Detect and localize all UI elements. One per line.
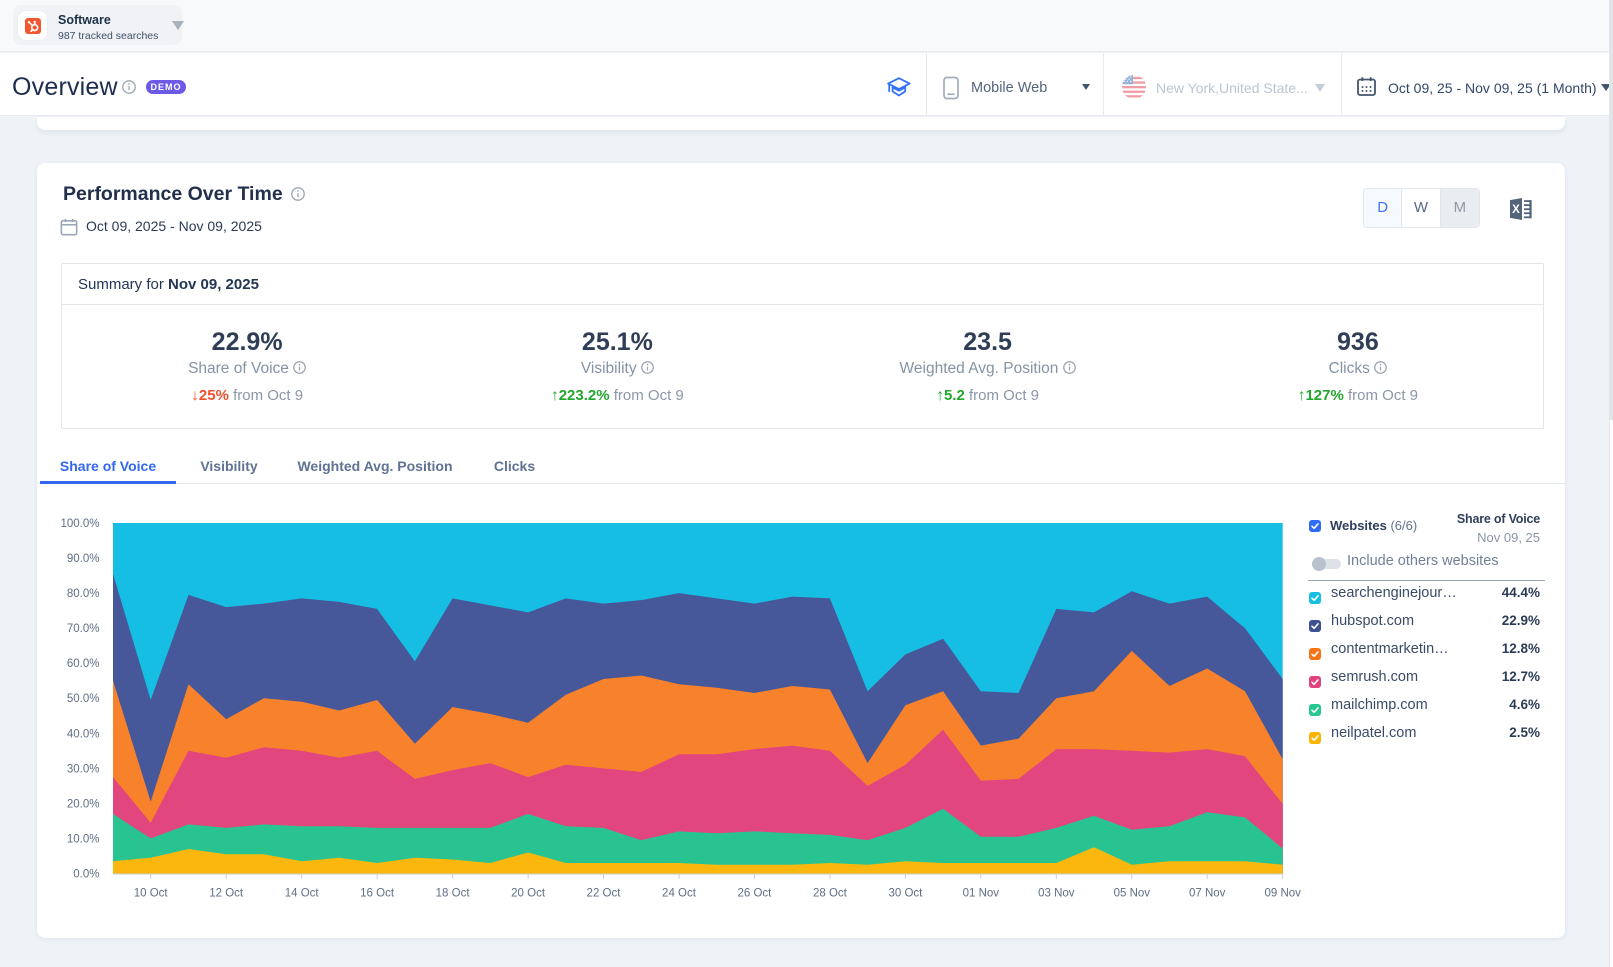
svg-text:16 Oct: 16 Oct — [360, 888, 395, 900]
svg-text:12 Oct: 12 Oct — [209, 888, 244, 900]
svg-text:X: X — [1512, 204, 1520, 216]
svg-text:03 Nov: 03 Nov — [1038, 888, 1075, 900]
svg-text:01 Nov: 01 Nov — [963, 888, 1000, 900]
svg-text:0.0%: 0.0% — [73, 869, 99, 881]
svg-text:24 Oct: 24 Oct — [662, 888, 697, 900]
svg-text:20.0%: 20.0% — [67, 798, 100, 810]
svg-text:10.0%: 10.0% — [67, 833, 100, 845]
svg-text:70.0%: 70.0% — [67, 623, 100, 635]
svg-text:10 Oct: 10 Oct — [134, 888, 169, 900]
svg-text:80.0%: 80.0% — [67, 588, 100, 600]
svg-text:28 Oct: 28 Oct — [813, 888, 848, 900]
svg-text:30.0%: 30.0% — [67, 763, 100, 775]
svg-text:05 Nov: 05 Nov — [1114, 888, 1151, 900]
svg-text:22 Oct: 22 Oct — [587, 888, 622, 900]
svg-text:60.0%: 60.0% — [67, 658, 100, 670]
svg-text:18 Oct: 18 Oct — [436, 888, 471, 900]
svg-text:90.0%: 90.0% — [67, 553, 100, 565]
svg-text:26 Oct: 26 Oct — [737, 888, 772, 900]
svg-text:20 Oct: 20 Oct — [511, 888, 546, 900]
svg-text:40.0%: 40.0% — [67, 728, 100, 740]
svg-text:30 Oct: 30 Oct — [888, 888, 923, 900]
svg-text:100.0%: 100.0% — [60, 518, 99, 530]
svg-text:50.0%: 50.0% — [67, 693, 100, 705]
svg-text:07 Nov: 07 Nov — [1189, 888, 1226, 900]
svg-text:09 Nov: 09 Nov — [1264, 888, 1301, 900]
svg-text:14 Oct: 14 Oct — [285, 888, 320, 900]
